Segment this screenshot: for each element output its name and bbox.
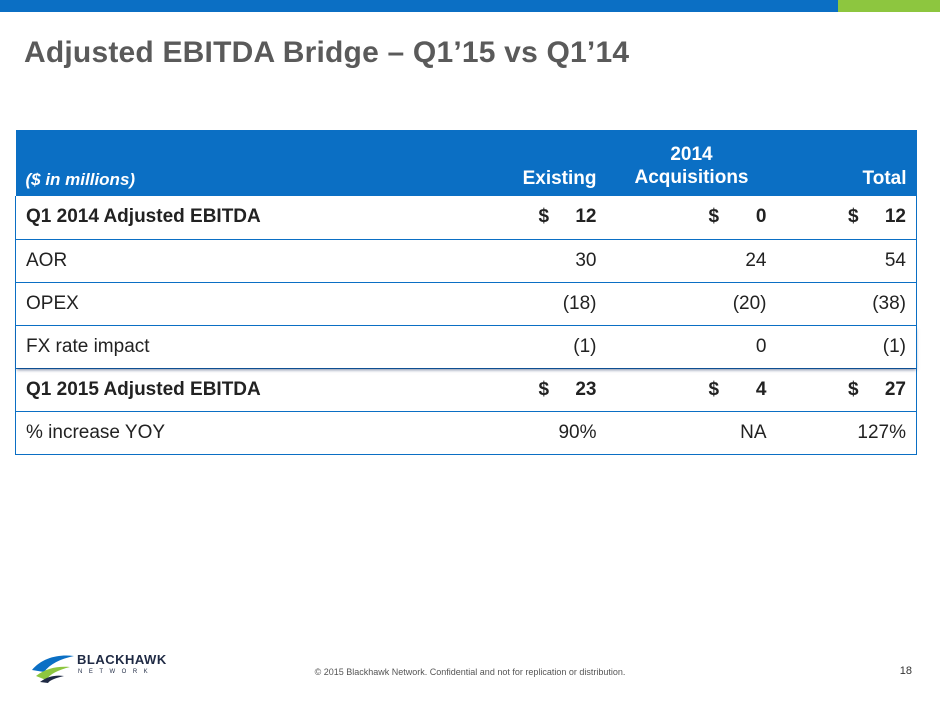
table-row-aor: AOR 30 24 54: [15, 239, 917, 282]
slide-title: Adjusted EBITDA Bridge – Q1’15 vs Q1’14: [24, 36, 630, 69]
cell-acquisitions: $0: [607, 196, 777, 239]
table-header-row: ($ in millions) Existing 2014 Acquisitio…: [15, 130, 917, 196]
currency-symbol: $: [848, 206, 859, 228]
top-accent-bar-green: [838, 0, 940, 12]
row-label: OPEX: [26, 292, 79, 314]
column-header-existing: Existing: [522, 168, 597, 189]
cell-value: 27: [884, 378, 906, 400]
copyright-notice: © 2015 Blackhawk Network. Confidential a…: [314, 667, 626, 677]
cell-existing: (1): [573, 335, 597, 357]
table-row-yoy: % increase YOY 90% NA 127%: [15, 411, 917, 454]
top-accent-bar-blue: [0, 0, 838, 12]
cell-existing: $23: [467, 368, 607, 411]
currency-symbol: $: [708, 206, 720, 228]
row-label: Q1 2014 Adjusted EBITDA: [26, 206, 261, 228]
cell-total: (1): [882, 335, 906, 357]
hawk-swoosh-icon: [32, 655, 74, 683]
row-label: % increase YOY: [26, 421, 166, 443]
cell-acquisitions: 24: [745, 249, 767, 271]
currency-symbol: $: [538, 206, 550, 228]
row-label: FX rate impact: [26, 335, 150, 357]
cell-total: (38): [872, 292, 906, 314]
cell-acquisitions: 0: [755, 335, 767, 357]
column-header-acquisitions: 2014 Acquisitions: [607, 130, 777, 196]
currency-symbol: $: [848, 378, 859, 400]
cell-value: 23: [575, 378, 597, 400]
cell-existing: $12: [467, 196, 607, 239]
cell-acquisitions: $4: [607, 368, 777, 411]
cell-total: $27: [777, 368, 917, 411]
column-header-acquisitions-year: 2014: [670, 144, 713, 166]
cell-value: 12: [884, 206, 906, 228]
logo-text: BLACKHAWK: [77, 652, 167, 667]
row-label: AOR: [26, 249, 68, 271]
ebitda-bridge-table: ($ in millions) Existing 2014 Acquisitio…: [15, 130, 917, 455]
blackhawk-logo: BLACKHAWK NETWORK: [30, 648, 175, 688]
cell-acquisitions: NA: [740, 421, 767, 443]
cell-total: 127%: [857, 421, 906, 443]
table-row-fx-rate: FX rate impact (1) 0 (1): [15, 325, 917, 368]
page-number: 18: [899, 665, 912, 677]
cell-value: 0: [755, 206, 767, 228]
cell-existing: 30: [575, 249, 597, 271]
cell-acquisitions: (20): [732, 292, 767, 314]
currency-symbol: $: [538, 378, 550, 400]
table-row-q1-2015: Q1 2015 Adjusted EBITDA $23 $4 $27: [15, 368, 917, 411]
cell-value: 12: [575, 206, 597, 228]
units-label: ($ in millions): [25, 170, 136, 189]
cell-existing: (18): [562, 292, 597, 314]
cell-total: $12: [777, 196, 917, 239]
cell-value: 4: [755, 378, 767, 400]
row-label: Q1 2015 Adjusted EBITDA: [26, 378, 261, 400]
table-row-opex: OPEX (18) (20) (38): [15, 282, 917, 325]
table-row-q1-2014: Q1 2014 Adjusted EBITDA $12 $0 $12: [15, 196, 917, 239]
cell-total: 54: [884, 249, 906, 271]
currency-symbol: $: [708, 378, 720, 400]
column-header-total: Total: [862, 168, 907, 189]
logo-subtext: NETWORK: [78, 669, 155, 675]
cell-existing: 90%: [558, 421, 597, 443]
column-header-acquisitions-label: Acquisitions: [634, 167, 749, 189]
